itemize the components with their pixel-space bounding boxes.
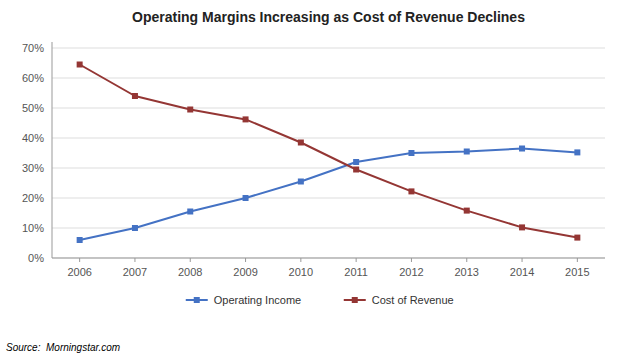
point [353, 167, 359, 173]
x-tick [466, 258, 467, 262]
point [132, 93, 138, 99]
y-tick-label: 0% [28, 252, 44, 264]
legend-marker [352, 297, 358, 303]
point [408, 150, 414, 156]
grid-line [52, 48, 605, 49]
x-tick [522, 258, 523, 262]
point [77, 237, 83, 243]
y-tick-label: 30% [22, 162, 44, 174]
x-tick [411, 258, 412, 262]
grid-line [52, 138, 605, 139]
y-tick-label: 40% [22, 132, 44, 144]
title: Operating Margins Increasing as Cost of … [132, 9, 525, 25]
series-line [80, 149, 578, 241]
grid-line [52, 108, 605, 109]
x-tick [245, 258, 246, 262]
x-tick [300, 258, 301, 262]
y-tick-label: 70% [22, 42, 44, 54]
x-tick-label: 2009 [233, 266, 257, 278]
y-tick-label: 60% [22, 72, 44, 84]
point [187, 209, 193, 215]
x-tick-label: 2008 [178, 266, 202, 278]
x-tick-label: 2013 [455, 266, 479, 278]
y-axis-line [52, 42, 53, 258]
point [353, 159, 359, 165]
y-tick-label: 50% [22, 102, 44, 114]
y-tick-label: 20% [22, 192, 44, 204]
point [574, 235, 580, 241]
grid-line [52, 168, 605, 169]
point [298, 179, 304, 185]
point [464, 149, 470, 155]
legend-marker [194, 297, 200, 303]
x-tick-label: 2011 [344, 266, 368, 278]
x-tick [190, 258, 191, 262]
x-tick-label: 2012 [399, 266, 423, 278]
grid-line [52, 78, 605, 79]
grid-line [52, 198, 605, 199]
point [243, 195, 249, 201]
point [132, 225, 138, 231]
x-tick-label: 2014 [510, 266, 534, 278]
series-line [80, 65, 578, 238]
grid [52, 48, 605, 258]
legend-label: Operating Income [214, 294, 301, 306]
plot-area [77, 62, 581, 244]
x-tick-label: 2015 [565, 266, 589, 278]
x-tick-label: 2007 [123, 266, 147, 278]
point [519, 146, 525, 152]
point [298, 140, 304, 146]
x-tick [356, 258, 357, 262]
x-tick [577, 258, 578, 262]
point [519, 224, 525, 230]
point [77, 62, 83, 68]
point [187, 107, 193, 113]
point [464, 208, 470, 214]
x-tick-label: 2006 [67, 266, 91, 278]
legend-label: Cost of Revenue [372, 294, 454, 306]
x-tick-label: 2010 [289, 266, 313, 278]
point [243, 116, 249, 122]
annotation: Source: Morningstar.com [6, 342, 120, 353]
legend: Operating Income Cost of Revenue [186, 294, 454, 306]
point [574, 149, 580, 155]
y-tick-label: 10% [22, 222, 44, 234]
point [408, 188, 414, 194]
x-tick [79, 258, 80, 262]
chart: Operating Margins Increasing as Cost of … [0, 0, 625, 359]
x-tick [134, 258, 135, 262]
